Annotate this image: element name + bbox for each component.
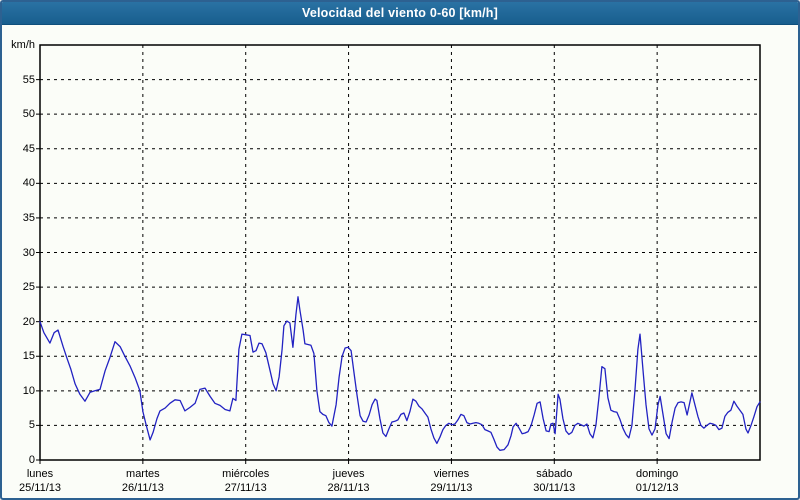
chart-area: km/h 0 5 10 15 20 25 30 35 40 45 50 55 lunes 25/11/1… — [2, 25, 798, 498]
day-label: jueves 28/11/13 — [294, 467, 404, 495]
y-tick-label: 20 — [22, 315, 35, 328]
day-date: 27/11/13 — [224, 482, 267, 494]
y-tick-label: 5 — [28, 419, 35, 432]
day-name: sábado — [536, 468, 573, 480]
day-name: viernes — [433, 468, 470, 480]
day-label: sábado 30/11/13 — [499, 467, 609, 495]
day-label: lunes 25/11/13 — [2, 467, 95, 495]
day-label: miércoles 27/11/13 — [191, 467, 301, 495]
y-tick-label: 0 — [28, 454, 35, 466]
y-tick-label: 40 — [22, 177, 35, 190]
y-tick-label: 15 — [22, 350, 35, 363]
day-date: 26/11/13 — [121, 482, 164, 494]
y-axis-unit-label: km/h — [11, 39, 35, 51]
day-label: martes 26/11/13 — [88, 467, 198, 495]
day-date: 01/12/13 — [635, 482, 679, 494]
day-label: domingo 01/12/13 — [602, 467, 712, 495]
y-tick-label: 55 — [22, 73, 35, 86]
day-name: martes — [126, 468, 160, 480]
day-name: domingo — [636, 468, 679, 480]
y-tick-label: 35 — [22, 211, 35, 224]
day-date: 29/11/13 — [430, 482, 473, 494]
day-name: jueves — [332, 468, 365, 480]
plot-border — [39, 44, 761, 461]
title-bar: Velocidad del viento 0-60 [km/h] — [2, 2, 798, 25]
y-tick-label: 30 — [22, 246, 35, 259]
day-date: 25/11/13 — [18, 482, 61, 494]
day-label: viernes 29/11/13 — [396, 467, 506, 495]
y-tick-label: 45 — [22, 142, 35, 155]
wind-speed-line — [39, 296, 761, 451]
day-date: 28/11/13 — [327, 482, 370, 494]
day-name: miércoles — [222, 468, 270, 480]
chart-title: Velocidad del viento 0-60 [km/h] — [301, 6, 499, 20]
y-tick-label: 25 — [22, 281, 35, 294]
y-tick-label: 50 — [22, 108, 35, 121]
y-tick-label: 10 — [22, 384, 35, 397]
day-date: 30/11/13 — [533, 482, 576, 494]
day-name: lunes — [26, 468, 54, 480]
wind-speed-chart — [36, 44, 761, 464]
